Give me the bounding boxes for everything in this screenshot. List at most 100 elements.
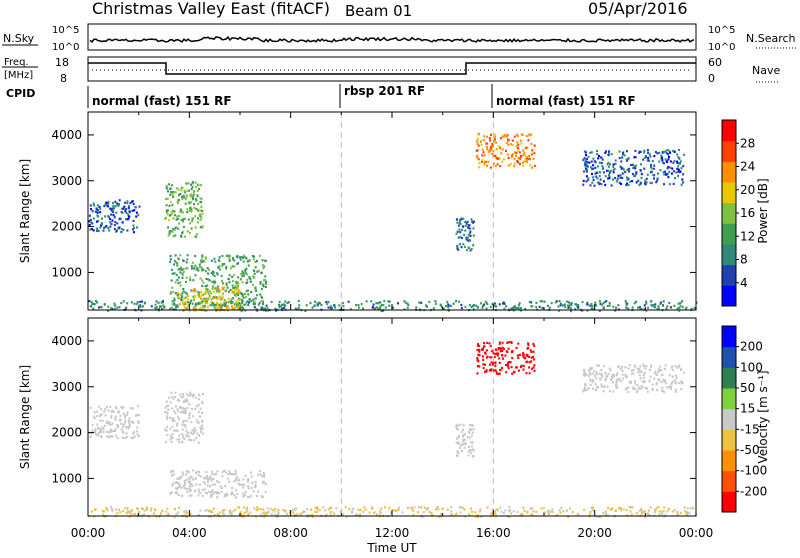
power-echo-6 xyxy=(515,151,518,154)
vel-echo-6 xyxy=(599,377,602,380)
power-echo-0 xyxy=(309,302,312,305)
vel-echo-0 xyxy=(435,508,437,511)
vel-echo-0 xyxy=(676,511,679,514)
vel-echo-0 xyxy=(129,511,132,514)
power-echo-0 xyxy=(139,304,142,307)
power-echo-2 xyxy=(231,305,233,308)
vel-echo-3 xyxy=(176,422,179,425)
power-echo-7 xyxy=(651,170,653,173)
vel-echo-1 xyxy=(197,488,200,491)
power-ytick-label-0: 1000 xyxy=(51,265,82,279)
power-echo-0 xyxy=(404,301,407,304)
vel-echo-4 xyxy=(467,454,470,457)
vel-echo-6 xyxy=(634,382,637,385)
power-echo-7 xyxy=(599,171,601,174)
power-echo-0 xyxy=(493,302,496,305)
power-echo-7 xyxy=(626,150,628,153)
power-echo-4 xyxy=(165,184,168,187)
power-echo-1 xyxy=(202,268,205,271)
power-echo-1 xyxy=(264,282,267,285)
vel-echo-6 xyxy=(637,371,640,374)
power-echo-1 xyxy=(169,258,172,261)
power-echo-4 xyxy=(190,193,193,196)
vel-echo-3 xyxy=(180,396,183,399)
vel-echo-5 xyxy=(478,344,481,348)
power-echo-1 xyxy=(253,272,256,275)
vel-echo-6 xyxy=(632,387,635,390)
vel-echo-2 xyxy=(110,415,113,418)
vel-echo-0 xyxy=(165,510,168,513)
vel-echo-3 xyxy=(169,401,172,404)
vel-echo-5 xyxy=(497,346,500,349)
power-echo-0 xyxy=(305,304,308,307)
vel-echo-3 xyxy=(183,410,186,413)
vel-echo-0 xyxy=(311,515,314,518)
power-echo-4 xyxy=(185,196,188,199)
power-echo-0 xyxy=(371,306,374,309)
power-echo-6 xyxy=(501,148,504,151)
vel-echo-6 xyxy=(621,369,624,372)
vel-echo-0 xyxy=(412,513,415,516)
power-echo-5 xyxy=(467,246,470,249)
power-echo-2 xyxy=(202,297,205,300)
power-echo-2 xyxy=(204,302,207,305)
power-echo-0 xyxy=(657,307,660,310)
vel-echo-1 xyxy=(170,469,173,472)
power-echo-1 xyxy=(240,292,243,295)
vel-echo-0 xyxy=(210,510,213,513)
vel-echo-6 xyxy=(606,385,609,388)
power-echo-6 xyxy=(513,135,516,138)
power-echo-4 xyxy=(169,193,172,196)
vel-echo-5 xyxy=(482,363,485,366)
power-echo-3 xyxy=(112,208,114,211)
power-echo-6 xyxy=(518,151,521,154)
power-echo-7 xyxy=(598,182,601,185)
power-echo-4 xyxy=(201,209,204,212)
vel-echo-6 xyxy=(661,386,664,389)
power-echo-0 xyxy=(375,302,378,305)
power-echo-0 xyxy=(118,306,121,309)
power-echo-6 xyxy=(511,139,514,142)
vel-echo-0 xyxy=(547,511,549,514)
power-echo-7 xyxy=(587,177,590,180)
power-echo-4 xyxy=(188,209,191,212)
power-echo-1 xyxy=(214,260,217,263)
vel-echo-0 xyxy=(406,506,409,510)
vel-echo-0 xyxy=(91,510,94,513)
power-echo-1 xyxy=(169,255,172,258)
vel-echo-5 xyxy=(513,371,516,374)
vel-echo-6 xyxy=(583,369,586,372)
vel-echo-2 xyxy=(94,429,97,432)
power-echo-4 xyxy=(201,212,204,215)
vel-echo-3 xyxy=(173,410,176,413)
vel-echo-0 xyxy=(245,510,248,513)
vel-echo-5 xyxy=(528,355,531,358)
vel-echo-5 xyxy=(506,341,509,344)
power-echo-6 xyxy=(511,143,514,147)
power-echo-2 xyxy=(199,301,202,304)
power-echo-1 xyxy=(244,292,247,296)
power-echo-1 xyxy=(177,268,180,271)
vel-echo-0 xyxy=(658,513,661,516)
power-echo-0 xyxy=(519,307,522,310)
power-echo-0 xyxy=(535,301,538,304)
vel-echo-0 xyxy=(551,510,554,514)
power-echo-6 xyxy=(532,151,534,155)
power-echo-0 xyxy=(662,300,665,303)
vel-echo-0 xyxy=(480,515,483,518)
power-echo-0 xyxy=(660,301,662,304)
power-echo-0 xyxy=(407,303,410,307)
power-echo-1 xyxy=(239,278,242,281)
vel-echo-5 xyxy=(510,366,513,369)
vel-echo-6 xyxy=(604,371,607,374)
power-echo-7 xyxy=(618,150,621,153)
power-echo-1 xyxy=(231,265,234,268)
power-echo-1 xyxy=(190,299,193,302)
vel-echo-3 xyxy=(192,415,195,418)
vel-echo-0 xyxy=(510,512,512,515)
power-echo-2 xyxy=(207,297,209,300)
power-echo-0 xyxy=(126,302,129,305)
power-echo-0 xyxy=(262,302,264,306)
power-echo-4 xyxy=(199,209,201,212)
power-echo-0 xyxy=(662,304,664,307)
